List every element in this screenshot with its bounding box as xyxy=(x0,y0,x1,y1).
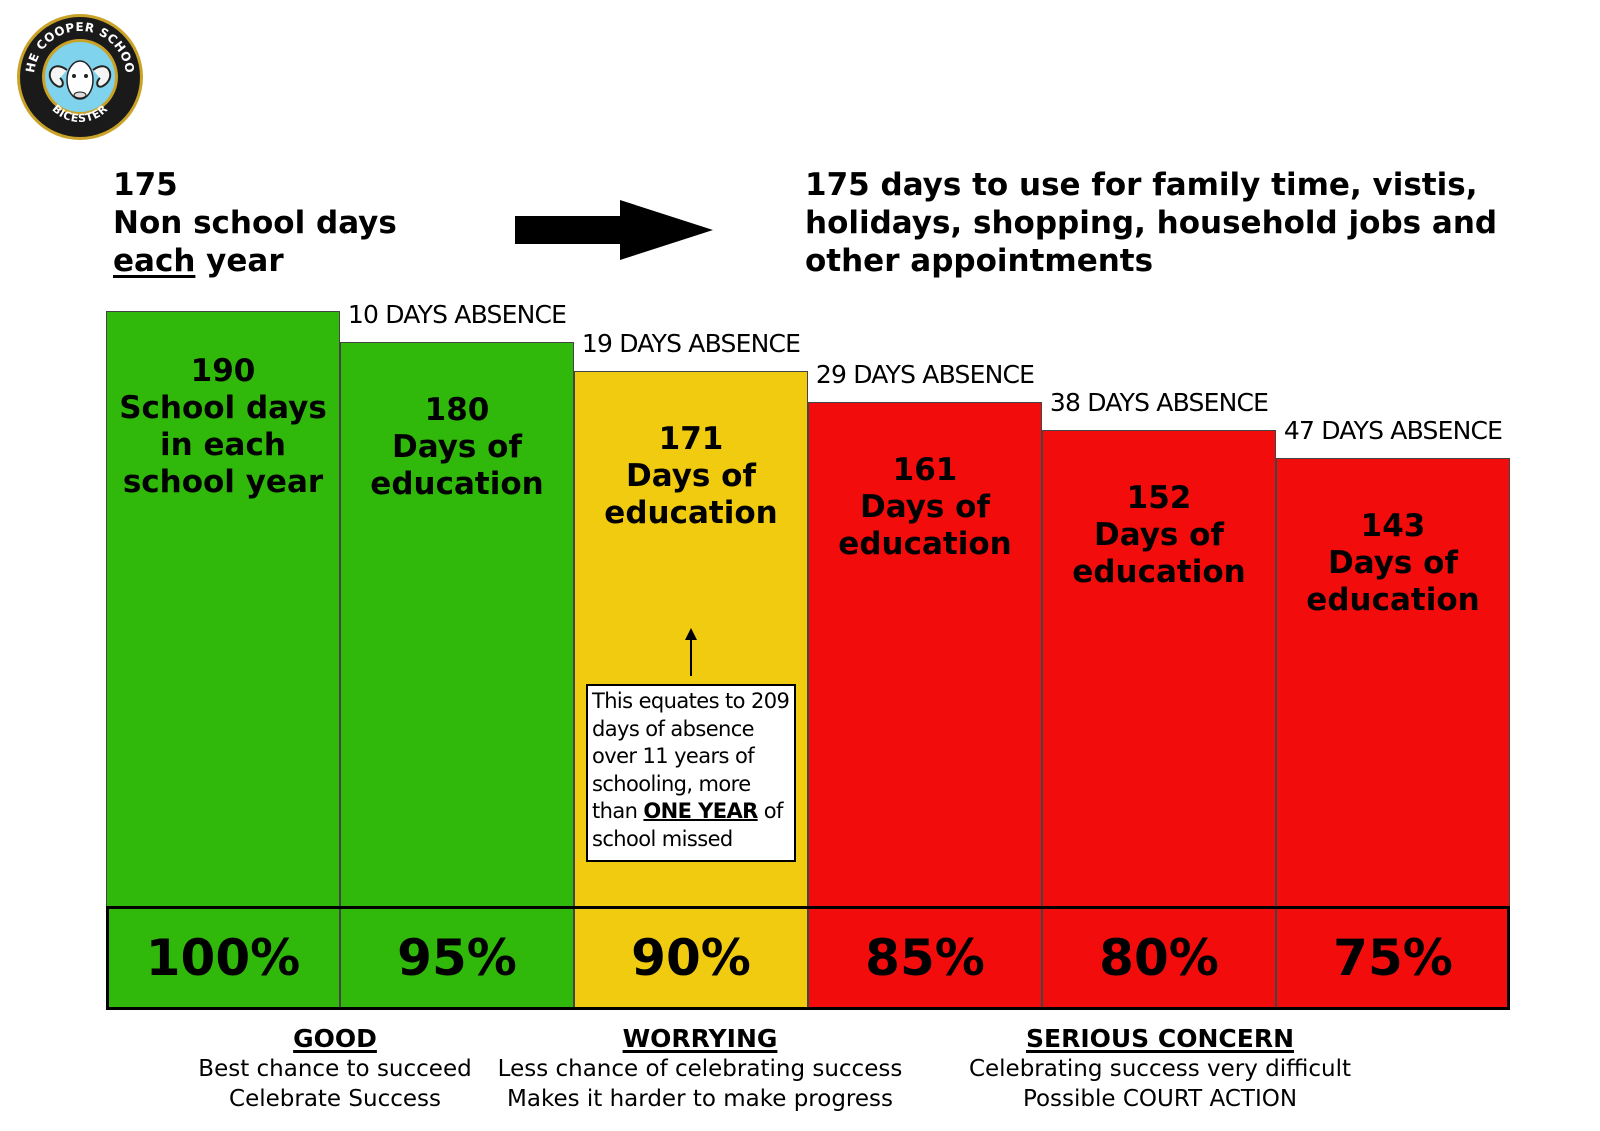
bar-label-line: Days of xyxy=(1328,545,1458,582)
bar-label-line: Days of xyxy=(860,488,990,525)
bar-label-line: education xyxy=(604,494,778,531)
bar-143-days xyxy=(1276,458,1510,1010)
annotation-text-end: of school missed xyxy=(592,799,783,851)
non-school-days-count: 175 xyxy=(113,167,178,203)
bar-180-days xyxy=(340,342,574,1010)
bar-label-line: Days of xyxy=(1094,517,1224,553)
category-serious-title: SERIOUS CONCERN xyxy=(1025,1024,1295,1053)
category-good-title: GOOD xyxy=(293,1024,377,1053)
non-school-days-header: 175 Non school days each year xyxy=(113,166,397,280)
year-text: year xyxy=(195,243,284,279)
family-time-header: 175 days to use for family time, vistis,… xyxy=(805,167,1498,279)
non-school-days-label: Non school days xyxy=(113,205,397,241)
bar-label-line: 143 xyxy=(1360,508,1426,545)
category-worrying-line1: Less chance of celebrating success xyxy=(497,1056,903,1082)
annotation-text: This equates to 209 days of absence over… xyxy=(592,689,790,823)
bar-label-line: education xyxy=(370,466,544,503)
category-worrying-title: WORRYING xyxy=(622,1024,778,1053)
category-serious-concern: SERIOUS CONCERN Celebrating success very… xyxy=(965,1024,1355,1114)
absence-label-2: 19 DAYS ABSENCE xyxy=(581,328,801,358)
attendance-percent-2: 90% xyxy=(631,929,751,987)
attendance-percent-3: 85% xyxy=(865,929,985,987)
category-good: GOOD Best chance to succeed Celebrate Su… xyxy=(195,1024,475,1114)
bar-label-5: 143 Days of education xyxy=(1276,508,1510,619)
bar-label-1: 180 Days of education xyxy=(340,392,574,503)
category-serious-line2: Possible COURT ACTION xyxy=(1022,1086,1298,1112)
bar-label-line: in each xyxy=(160,427,286,463)
category-good-line1: Best chance to succeed xyxy=(198,1056,472,1082)
bar-label-4: 152 Days of education xyxy=(1042,480,1276,591)
attendance-percent-band xyxy=(106,906,1510,1010)
ram-head-icon xyxy=(48,60,112,100)
bar-label-line: 180 xyxy=(424,392,490,429)
bar-label-line: education xyxy=(1072,554,1246,590)
up-arrow-icon xyxy=(685,628,697,676)
attendance-percent-4: 80% xyxy=(1099,929,1219,987)
bar-label-3: 161 Days of education xyxy=(808,452,1042,563)
bar-label-line: 171 xyxy=(658,420,724,457)
category-worrying: WORRYING Less chance of celebrating succ… xyxy=(495,1024,905,1114)
bar-label-line: Days of xyxy=(626,457,756,494)
logo-town: BICESTER xyxy=(50,102,110,125)
bar-label-line: education xyxy=(838,525,1012,562)
category-serious-line1: Celebrating success very difficult xyxy=(968,1056,1352,1082)
annotation-emphasis: ONE YEAR xyxy=(643,799,758,823)
absence-annotation: This equates to 209 days of absence over… xyxy=(586,684,796,862)
attendance-percent-0: 100% xyxy=(145,929,301,987)
absence-label-3: 29 DAYS ABSENCE xyxy=(815,359,1035,389)
bar-label-0: 190 School days in each school year xyxy=(106,353,340,501)
category-good-line2: Celebrate Success xyxy=(229,1086,441,1112)
bar-label-line: school year xyxy=(122,464,324,500)
bar-label-line: 161 xyxy=(892,451,958,488)
right-arrow-icon xyxy=(515,200,713,260)
bar-label-line: education xyxy=(1306,582,1480,619)
school-logo: THE COOPER SCHOOL BICESTER xyxy=(15,12,143,140)
bar-label-line: Days of xyxy=(392,429,522,466)
absence-label-1: 10 DAYS ABSENCE xyxy=(347,300,567,330)
bar-152-days xyxy=(1042,430,1276,1010)
bar-label-line: 190 xyxy=(190,353,256,389)
bar-label-2: 171 Days of education xyxy=(574,421,808,532)
attendance-percent-5: 75% xyxy=(1333,929,1453,987)
bar-label-line: 152 xyxy=(1126,480,1192,516)
svg-text:BICESTER: BICESTER xyxy=(50,102,111,125)
category-worrying-line2: Makes it harder to make progress xyxy=(507,1086,893,1112)
attendance-percent-1: 95% xyxy=(397,929,517,987)
each-emphasis: each xyxy=(113,243,196,279)
absence-label-5: 47 DAYS ABSENCE xyxy=(1283,416,1503,446)
absence-label-4: 38 DAYS ABSENCE xyxy=(1049,388,1269,417)
bar-label-line: School days xyxy=(119,390,327,426)
bar-190-days xyxy=(106,311,340,1010)
